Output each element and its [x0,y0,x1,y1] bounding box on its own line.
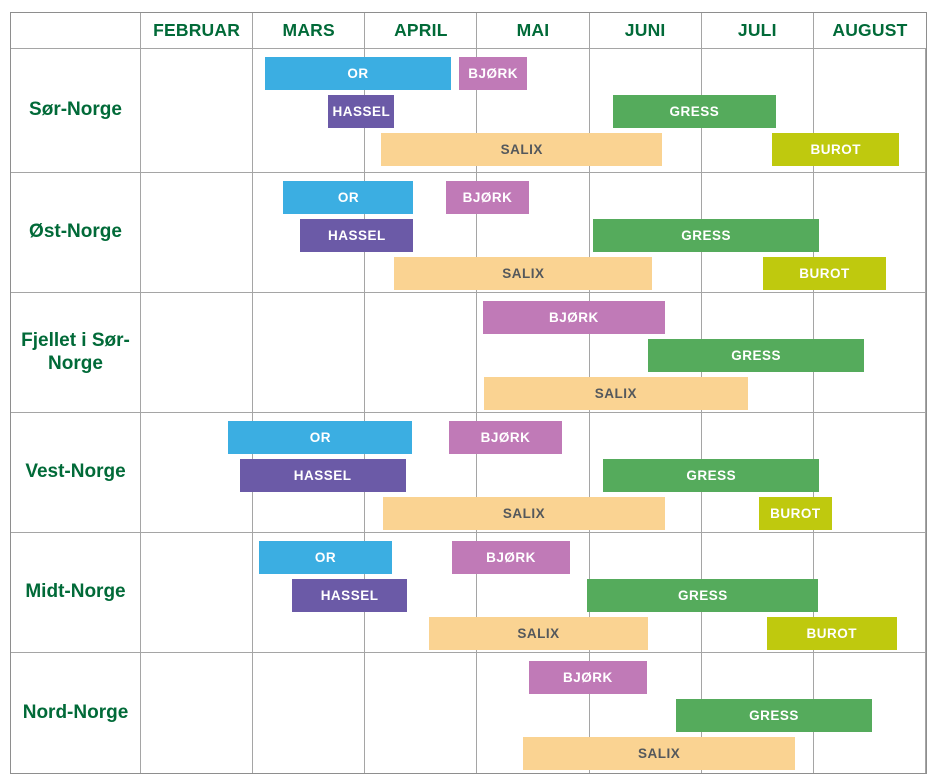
month-cell [477,653,590,773]
month-header-mai: MAI [477,13,590,49]
region-row: Nord-Norge BJØRK GRESS SALIX [11,653,926,773]
month-cell [365,49,478,173]
pollen-bar-salix: SALIX [484,377,748,410]
pollen-bar-gress: GRESS [592,219,820,252]
pollen-bar-hassel: HASSEL [328,95,395,128]
pollen-bar-burot: BUROT [758,497,832,530]
pollen-bar-bjork: BJØRK [451,541,571,574]
month-cell [813,173,926,293]
month-cell [365,653,478,773]
pollen-bar-bjork: BJØRK [446,181,529,214]
month-header-row: FEBRUAR MARS APRIL MAI JUNI JULI AUGUST [11,13,926,49]
month-cell [365,293,478,413]
pollen-bar-gress: GRESS [603,459,820,492]
month-cell [813,533,926,653]
bars-layer: OR BJØRK HASSEL GRESS SALIX BUROT [141,173,926,293]
pollen-bar-gress: GRESS [675,699,873,732]
pollen-bar-gress: GRESS [613,95,776,128]
month-cell [477,173,590,293]
region-label: Øst-Norge [11,173,141,293]
region-label: Sør-Norge [11,49,141,173]
month-cell [477,293,590,413]
month-cell [253,653,366,773]
pollen-bar-bjork: BJØRK [449,421,562,454]
region-row: Sør-Norge OR BJØRK HASSEL GRESS SALIX BUROT [11,49,926,173]
month-cell [477,413,590,533]
region-row: Vest-Norge OR BJØRK HASSEL GRESS SALIX BUROT [11,413,926,533]
bars-layer: BJØRK GRESS SALIX [141,293,926,413]
pollen-bar-salix: SALIX [523,737,795,770]
pollen-bar-hassel: HASSEL [292,579,407,612]
region-row: Øst-Norge OR BJØRK HASSEL GRESS SALIX BUROT [11,173,926,293]
header-corner-cell [11,13,141,49]
region-label: Nord-Norge [11,653,141,773]
month-cell [365,533,478,653]
pollen-bar-or: OR [265,57,451,90]
pollen-bar-burot: BUROT [763,257,886,290]
month-cell [365,413,478,533]
pollen-bar-burot: BUROT [772,133,900,166]
month-cell [141,49,254,173]
month-cell [813,293,926,413]
pollen-bar-salix: SALIX [394,257,653,290]
pollen-bar-bjork: BJØRK [483,301,665,334]
month-cell [141,293,254,413]
month-cell [701,49,814,173]
month-cell [365,173,478,293]
bars-layer: BJØRK GRESS SALIX [141,653,926,773]
pollen-bar-hassel: HASSEL [239,459,406,492]
pollen-bar-or: OR [228,421,413,454]
month-header-juli: JULI [701,13,814,49]
bars-layer: OR BJØRK HASSEL GRESS SALIX BUROT [141,533,926,653]
pollen-bar-or: OR [258,541,393,574]
region-row: Midt-Norge OR BJØRK HASSEL GRESS SALIX BUROT [11,533,926,653]
pollen-bar-gress: GRESS [587,579,819,612]
region-label: Vest-Norge [11,413,141,533]
pollen-bar-or: OR [283,181,414,214]
month-cell [477,49,590,173]
pollen-bar-salix: SALIX [380,133,663,166]
bars-layer: OR BJØRK HASSEL GRESS SALIX BUROT [141,49,926,173]
month-header-april: APRIL [365,13,478,49]
month-cell [141,173,254,293]
month-cell [141,533,254,653]
region-label: Fjellet i Sør-Norge [11,293,141,413]
pollen-calendar: FEBRUAR MARS APRIL MAI JUNI JULI AUGUST Sør-No… [10,12,927,774]
calendar-body: Sør-Norge OR BJØRK HASSEL GRESS SALIX BUROT Øst… [11,49,926,773]
pollen-bar-salix: SALIX [429,617,648,650]
month-header-august: AUGUST [813,13,926,49]
month-cell [141,653,254,773]
pollen-bar-burot: BUROT [766,617,897,650]
pollen-bar-bjork: BJØRK [459,57,527,90]
month-cell [813,413,926,533]
region-label: Midt-Norge [11,533,141,653]
month-cell [813,49,926,173]
pollen-bar-hassel: HASSEL [300,219,414,252]
month-cell [253,293,366,413]
bars-layer: OR BJØRK HASSEL GRESS SALIX BUROT [141,413,926,533]
pollen-bar-salix: SALIX [383,497,665,530]
pollen-bar-gress: GRESS [647,339,865,372]
month-cell [814,653,926,773]
month-header-februar: FEBRUAR [141,13,254,49]
month-header-mars: MARS [253,13,366,49]
region-row: Fjellet i Sør-Norge BJØRK GRESS SALIX [11,293,926,413]
pollen-bar-bjork: BJØRK [529,661,647,694]
month-header-juni: JUNI [589,13,702,49]
